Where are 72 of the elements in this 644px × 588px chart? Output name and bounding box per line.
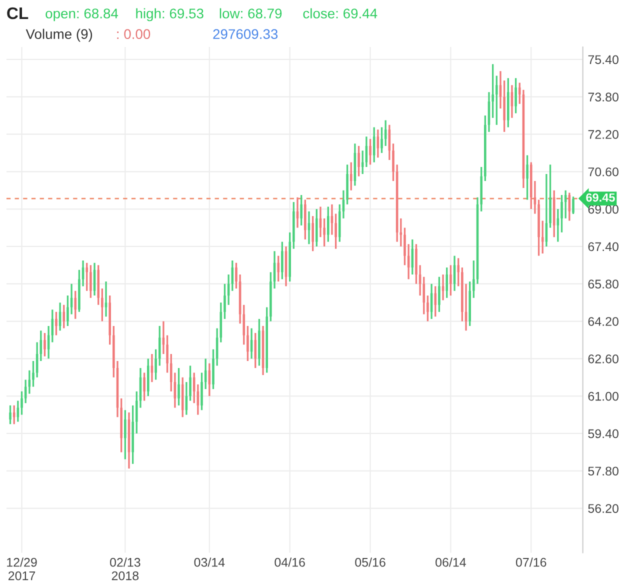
x-tick-label: 04/16 bbox=[274, 558, 305, 567]
candlestick bbox=[380, 126, 383, 154]
y-tick-label: 59.40 bbox=[588, 429, 618, 438]
y-tick-label: 62.60 bbox=[588, 354, 618, 364]
candlestick bbox=[258, 318, 260, 367]
candlestick bbox=[369, 138, 372, 166]
candlestick bbox=[514, 77, 517, 114]
candlestick bbox=[74, 290, 77, 320]
candlestick bbox=[572, 196, 574, 215]
text: close: 69.44 bbox=[303, 8, 378, 18]
candlestick bbox=[178, 367, 180, 406]
candlestick bbox=[24, 378, 27, 404]
candlestick bbox=[438, 276, 440, 313]
candlestick bbox=[457, 257, 460, 288]
candlestick bbox=[281, 240, 284, 280]
candlestick bbox=[411, 238, 414, 276]
candlestick bbox=[90, 264, 92, 299]
candlestick bbox=[326, 206, 330, 243]
y-tick-label: 70.60 bbox=[588, 167, 618, 176]
y-tick-label: 65.80 bbox=[588, 280, 618, 289]
x-tick-label: 06/14 bbox=[436, 558, 466, 567]
candlestick bbox=[426, 294, 429, 322]
y-tick-label: 75.40 bbox=[588, 55, 618, 64]
candlestick bbox=[143, 372, 146, 402]
candlestick bbox=[434, 285, 437, 318]
candlestick bbox=[442, 274, 444, 302]
text: 297609.33 bbox=[213, 29, 278, 40]
y-tick-label: 57.80 bbox=[588, 466, 618, 476]
candlestick bbox=[358, 145, 360, 178]
x-tick-label: 03/14 bbox=[194, 558, 225, 567]
chart-title: CL bbox=[7, 7, 28, 20]
candlestick bbox=[312, 215, 314, 252]
y-tick-label: 67.40 bbox=[588, 242, 618, 252]
y-tick-label: 64.20 bbox=[588, 317, 618, 326]
candlestick bbox=[154, 348, 157, 381]
candlestick bbox=[101, 288, 104, 322]
candlestick bbox=[526, 154, 528, 201]
candlestick bbox=[246, 325, 249, 362]
candlestick bbox=[316, 208, 318, 248]
x-tick-label: 07/16 bbox=[516, 558, 546, 567]
text: open: 68.84 bbox=[46, 8, 118, 22]
candlestick bbox=[44, 332, 46, 358]
text: Volume (9) bbox=[26, 28, 92, 42]
candlestick bbox=[541, 220, 544, 254]
text: : 0.00 bbox=[117, 29, 150, 40]
text: high: 69.53 bbox=[136, 8, 204, 22]
candlestick bbox=[400, 218, 402, 248]
ref-line-label: 69.45 bbox=[586, 193, 615, 202]
text: low: 68.79 bbox=[220, 8, 282, 18]
candlestick bbox=[132, 404, 134, 465]
candlestick bbox=[9, 404, 12, 425]
candlestick bbox=[350, 161, 352, 192]
candlestick bbox=[300, 194, 302, 226]
x-tick-label: 05/16 bbox=[355, 558, 386, 567]
candlestick bbox=[55, 311, 58, 336]
candlestick bbox=[254, 332, 257, 369]
candlestick bbox=[446, 266, 448, 299]
y-tick-label: 73.80 bbox=[588, 92, 618, 102]
y-tick-label: 72.20 bbox=[588, 130, 618, 139]
candlestick bbox=[62, 304, 66, 330]
candlestick bbox=[158, 325, 161, 367]
candlestick bbox=[200, 372, 203, 411]
y-tick-label: 56.20 bbox=[588, 504, 618, 513]
candlestick bbox=[277, 254, 280, 282]
candlestick bbox=[124, 409, 126, 460]
candlestick bbox=[376, 128, 380, 158]
candlestick bbox=[86, 262, 88, 292]
candlestick bbox=[450, 264, 452, 296]
y-tick-label: 61.00 bbox=[588, 392, 618, 401]
x-tick-label: 12/29 2017 bbox=[7, 558, 37, 580]
candlestick bbox=[496, 74, 498, 126]
x-tick-label: 02/13 2018 bbox=[110, 558, 140, 580]
